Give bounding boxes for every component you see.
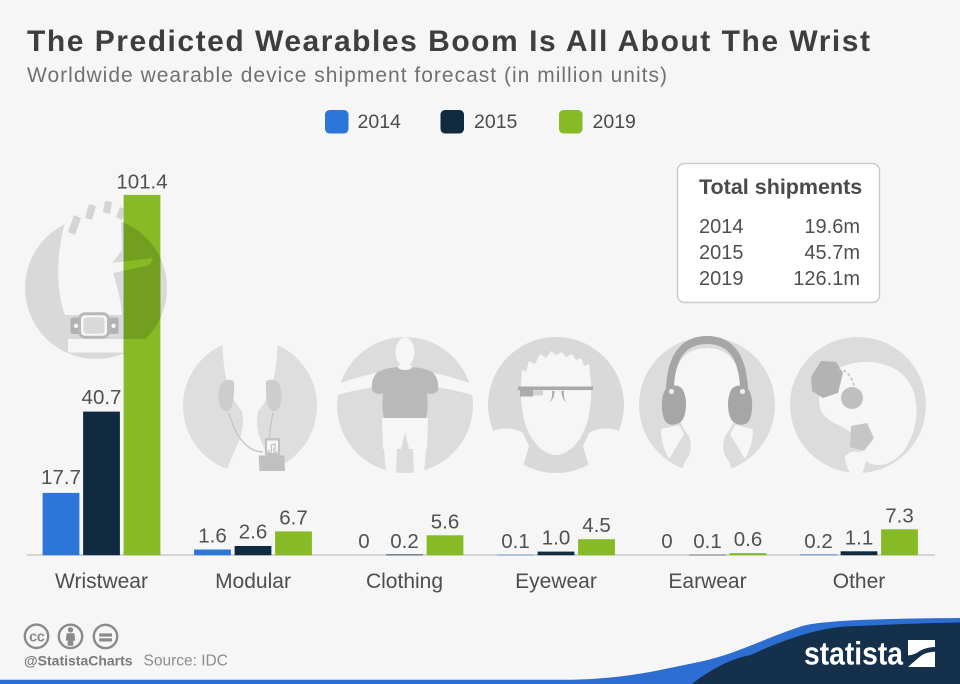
- svg-text:0.2: 0.2: [390, 530, 419, 553]
- svg-text:Eyewear: Eyewear: [515, 570, 597, 593]
- svg-text:0.1: 0.1: [693, 530, 722, 553]
- svg-text:Total shipments: Total shipments: [699, 175, 862, 199]
- svg-text:2014: 2014: [358, 111, 402, 133]
- svg-text:5.6: 5.6: [431, 510, 460, 533]
- svg-text:Worldwide wearable device ship: Worldwide wearable device shipment forec…: [27, 64, 667, 87]
- svg-text:101.4: 101.4: [116, 171, 167, 194]
- svg-text:Other: Other: [833, 570, 886, 593]
- svg-text:0: 0: [661, 530, 672, 553]
- svg-text:17.7: 17.7: [41, 466, 81, 489]
- svg-text:2019: 2019: [699, 268, 744, 290]
- svg-text:45.7m: 45.7m: [804, 242, 860, 264]
- svg-text:7.3: 7.3: [885, 504, 914, 527]
- svg-text:0.2: 0.2: [804, 530, 833, 553]
- svg-text:Source: IDC: Source: IDC: [144, 653, 228, 670]
- svg-text:2014: 2014: [699, 216, 744, 238]
- svg-text:Wristwear: Wristwear: [55, 570, 148, 593]
- svg-text:The Predicted Wearables Boom I: The Predicted Wearables Boom Is All Abou…: [27, 25, 870, 58]
- svg-text:1.6: 1.6: [198, 525, 227, 548]
- svg-text:2015: 2015: [474, 111, 518, 133]
- svg-text:cc: cc: [29, 629, 45, 645]
- svg-text:2019: 2019: [593, 111, 636, 133]
- svg-text:0.1: 0.1: [501, 530, 530, 553]
- svg-text:@StatistaCharts: @StatistaCharts: [24, 653, 133, 669]
- svg-text:0.6: 0.6: [734, 528, 763, 551]
- svg-text:Clothing: Clothing: [366, 570, 443, 593]
- svg-text:40.7: 40.7: [82, 386, 122, 409]
- svg-text:1.0: 1.0: [542, 527, 571, 550]
- svg-text:4.5: 4.5: [582, 514, 611, 537]
- svg-text:1.1: 1.1: [845, 526, 874, 549]
- svg-text:Earwear: Earwear: [668, 570, 746, 593]
- svg-text:statista: statista: [804, 636, 904, 672]
- svg-text:19.6m: 19.6m: [804, 216, 860, 238]
- svg-text:2.6: 2.6: [239, 521, 268, 544]
- svg-text:126.1m: 126.1m: [793, 268, 860, 290]
- svg-text:2015: 2015: [699, 242, 744, 264]
- svg-text:Modular: Modular: [215, 570, 291, 593]
- svg-text:0: 0: [358, 530, 369, 553]
- svg-text:6.7: 6.7: [279, 506, 308, 529]
